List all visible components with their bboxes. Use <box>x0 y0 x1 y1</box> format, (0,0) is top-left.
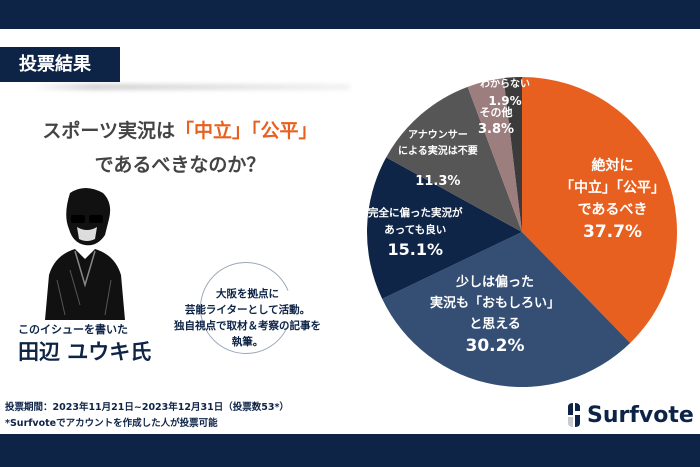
question-part1: スポーツ実況は <box>42 120 176 142</box>
bottom-bar <box>0 434 700 467</box>
bio-line: 大阪を拠点に <box>216 288 279 300</box>
slice-label-text: であるべき <box>577 202 648 218</box>
slice-label-text: 絶対に <box>591 158 634 174</box>
footer-notes: 投票期間：2023年11月21日~2023年12月31日（投票数53*） *Su… <box>5 400 289 432</box>
writer-name: 田辺 ユウキ氏 <box>18 340 152 364</box>
slice-value: 3.8% <box>478 122 515 137</box>
slice-label-text: わからない <box>480 79 530 90</box>
top-bar <box>0 0 700 29</box>
slice-label-text: あっても良い <box>384 224 447 236</box>
slice-label-text: アナウンサー <box>407 130 468 141</box>
vote-note: *Surfvoteでアカウントを作成した人が投票可能 <box>5 418 218 429</box>
surfvote-logo-icon <box>568 403 580 427</box>
logo-text: Surfvote <box>587 402 694 428</box>
writer-bio: 大阪を拠点に 芸能ライターとして活動。 独自視点で取材＆考察の記事を 執筆。 <box>155 286 340 350</box>
slice-value: 15.1% <box>387 240 443 259</box>
pie-slice <box>503 77 522 232</box>
slice-value: 37.7% <box>583 222 642 242</box>
slice-label-text: 少しは偏った <box>456 275 535 290</box>
slice-label-text: 完全に偏った実況が <box>368 207 463 219</box>
section-badge: 投票結果 <box>0 47 120 82</box>
question-highlight: 「中立」「公平」 <box>175 120 318 142</box>
question-part2: であるべきなのか？ <box>94 154 266 176</box>
bio-line: 執筆。 <box>231 336 264 348</box>
surfvote-logo: Surfvote <box>566 402 694 428</box>
slice-label-text: その他 <box>479 106 513 119</box>
slice-label-text: による実況は不要 <box>398 146 478 157</box>
pie-slice <box>467 78 522 232</box>
slice-value: 1.9% <box>488 94 522 108</box>
bio-line: 芸能ライターとして活動。 <box>184 304 311 316</box>
slice-label: 絶対に「中立」「公平」 であるべき 37.7% <box>560 155 665 244</box>
writer-subtitle: このイシューを書いた <box>18 323 128 336</box>
pie-slice <box>386 86 522 232</box>
vote-period: 投票期間：2023年11月21日~2023年12月31日（投票数53*） <box>5 402 289 413</box>
slice-value: 30.2% <box>465 336 525 356</box>
slice-label: わからない 1.9% <box>480 78 530 110</box>
badge-shadow <box>30 84 350 90</box>
question-title: スポーツ実況は「中立」「公平」 であるべきなのか？ <box>0 114 360 182</box>
slice-label: アナウンサー による実況は不要 11.3% <box>398 128 478 191</box>
writer-portrait <box>45 188 125 320</box>
bio-line: 独自視点で取材＆考察の記事を <box>174 320 321 332</box>
pie-slice <box>366 157 522 299</box>
slice-label: 完全に偏った実況が あっても良い 15.1% <box>368 205 463 261</box>
pie-slice <box>382 232 631 387</box>
slice-label-text: 実況も「おもしろい」 <box>430 296 561 311</box>
slice-value: 11.3% <box>415 174 461 189</box>
slice-label-text: 「中立」「公平」 <box>560 180 665 196</box>
pie-slice <box>522 77 677 343</box>
slice-label: 少しは偏った実況も「おもしろい」 と思える 30.2% <box>430 272 560 358</box>
slice-label-text: と思える <box>469 317 521 332</box>
slice-label: その他 3.8% <box>478 106 514 139</box>
